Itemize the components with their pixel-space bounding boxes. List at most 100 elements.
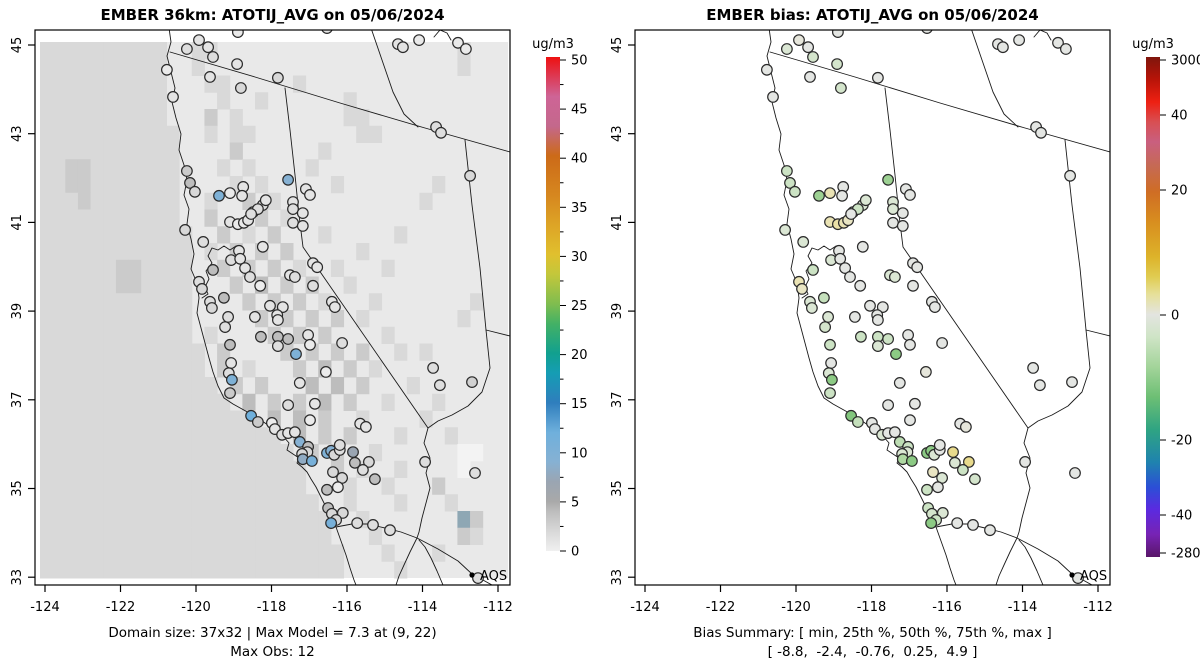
station-point (872, 314, 884, 326)
y-tick-label: 35 (610, 480, 625, 497)
station-point (304, 338, 316, 351)
station-point (997, 41, 1009, 54)
colorbar-tick-label: 0 (571, 545, 579, 560)
station-point (760, 63, 773, 76)
model-panel-title: EMBER 36km: ATOTIJ_AVG on 05/06/2024 (100, 6, 445, 24)
station-point (327, 466, 339, 479)
station-point (929, 301, 941, 314)
station-point (234, 82, 247, 94)
station-point (822, 311, 835, 323)
station-point (936, 507, 949, 519)
x-tick-label: -122 (106, 600, 136, 615)
station-point (893, 377, 906, 389)
station-point (856, 240, 869, 253)
bias-map-plot: AQS -124 -122 -120 -118 -116 -114 -112 45 43 41 39 3… (610, 29, 1200, 615)
station-point (287, 216, 299, 229)
station-point (825, 357, 838, 369)
station-point (949, 456, 961, 469)
x-tick-label: -116 (932, 600, 962, 615)
station-point (413, 34, 426, 46)
station-point (180, 165, 193, 177)
station-point (817, 291, 830, 304)
station-point (179, 223, 192, 236)
station-point (360, 421, 372, 433)
state-coast-outlines (166, 30, 510, 585)
station-point (882, 399, 895, 412)
station-point (225, 357, 238, 369)
station-point (882, 173, 895, 186)
model-caption-domain: Domain size: 37x32 | Max Model = 7.3 at … (108, 625, 437, 641)
station-point (289, 426, 301, 439)
station-point (435, 126, 447, 139)
aqs-legend-dot (469, 572, 475, 578)
station-point (796, 283, 808, 295)
x-tick-label: -122 (706, 600, 736, 615)
bias-caption-summary-header: Bias Summary: [ min, 25th %, 50th %, 75t… (693, 625, 1052, 641)
station-point (807, 51, 819, 63)
bias-panel-title: EMBER bias: ATOTIJ_AVG on 05/06/2024 (706, 6, 1039, 24)
station-point (896, 207, 909, 220)
station-point (321, 30, 333, 34)
station-point (357, 464, 369, 476)
y-tick-label: 45 (10, 37, 25, 54)
station-point (197, 235, 210, 248)
station-point (872, 340, 884, 353)
model-panel: EMBER 36km: ATOTIJ_AVG on 05/06/2024 AQS… (10, 6, 588, 660)
station-point (902, 329, 915, 341)
station-point (963, 456, 975, 468)
station-point (1034, 379, 1046, 392)
station-point (236, 189, 249, 202)
station-point (909, 397, 921, 410)
y-tick-label: 41 (10, 214, 25, 231)
station-point (290, 348, 302, 361)
colorbar-tick-label: 35 (571, 201, 588, 216)
station-point (264, 299, 276, 312)
y-tick-label: 33 (610, 569, 625, 586)
colorbar-units-label: ug/m3 (532, 37, 574, 52)
station-point (466, 376, 478, 389)
station-point (927, 466, 939, 479)
x-tick-label: -116 (332, 600, 362, 615)
station-point (802, 41, 815, 54)
x-tick-label: -118 (857, 600, 887, 615)
station-point (889, 271, 901, 283)
colorbar-tick-label: 30 (571, 250, 588, 265)
station-point (320, 366, 332, 378)
station-point (887, 203, 899, 216)
x-tick-label: -118 (257, 600, 287, 615)
station-point (167, 90, 179, 103)
colorbar-tick-label: 0 (1171, 309, 1179, 324)
station-point (834, 82, 847, 94)
map-area: AQS (760, 30, 1110, 585)
y-tick-label: 39 (10, 303, 25, 320)
y-tick-label: 39 (610, 303, 625, 320)
x-tick-label: -120 (181, 600, 211, 615)
station-point (397, 41, 409, 54)
station-point (347, 446, 359, 459)
map-area: AQS (40, 30, 510, 585)
x-axis: -124 -122 -120 -118 -116 -114 -112 (630, 585, 1113, 615)
colorbar-tick-label: 5 (571, 495, 579, 510)
station-point (427, 362, 440, 374)
station-point (859, 194, 872, 207)
station-point (336, 337, 349, 349)
y-tick-label: 43 (610, 125, 625, 142)
station-point (251, 416, 264, 428)
y-axis: 45 43 41 39 37 35 33 (10, 37, 35, 585)
colorbar-tick-label: -20 (1171, 434, 1192, 449)
station-point (302, 329, 315, 341)
station-point (205, 302, 218, 314)
station-point (896, 219, 909, 232)
aqs-legend-label: AQS (1080, 569, 1107, 584)
x-tick-label: -112 (1083, 600, 1113, 615)
y-tick-label: 35 (10, 480, 25, 497)
station-point (272, 314, 284, 326)
colorbar-gradient (1146, 57, 1160, 557)
station-point (872, 71, 884, 84)
colorbar-tick-label: 20 (571, 348, 588, 363)
station-point (907, 279, 919, 292)
station-point (904, 188, 916, 201)
station-point (824, 338, 836, 351)
colorbar-tick-label: 40 (571, 152, 588, 167)
